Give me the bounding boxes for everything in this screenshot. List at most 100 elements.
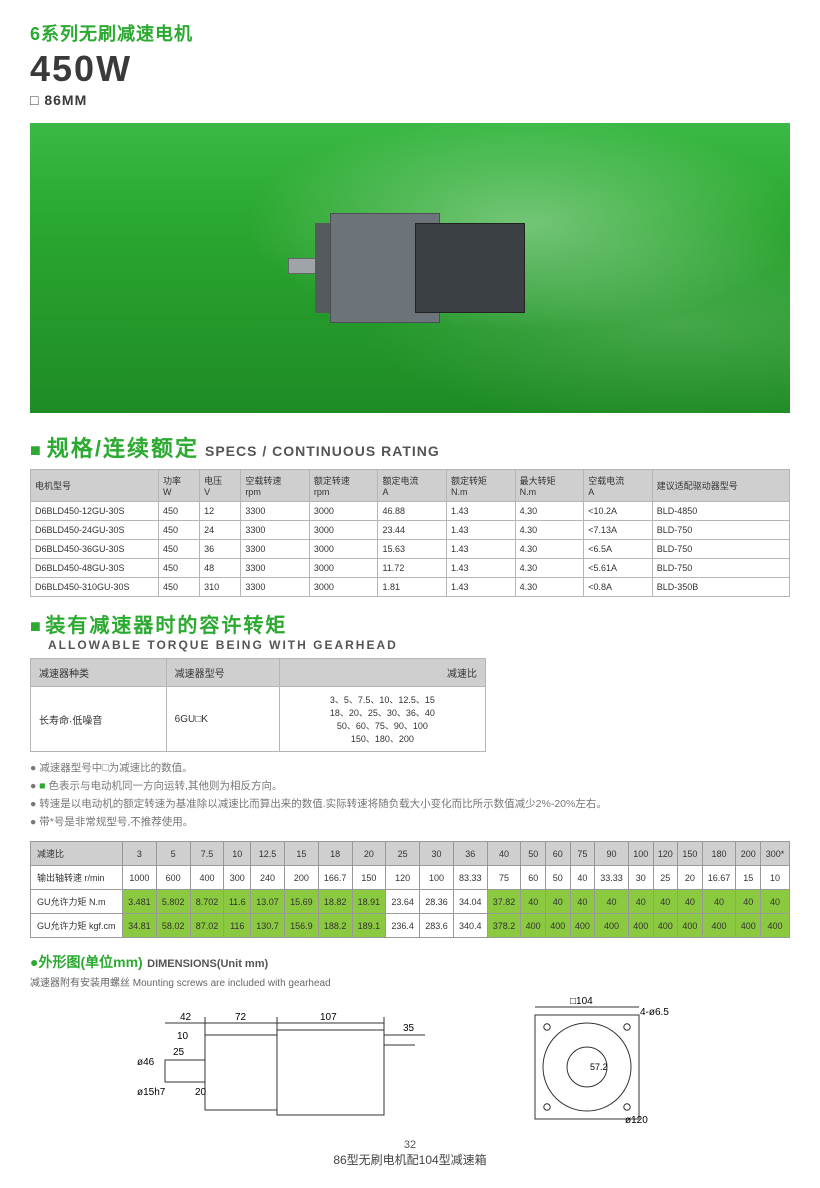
dim-title-cn: ●外形图(单位mm) <box>30 954 143 970</box>
dim-l7: 20 <box>195 1087 207 1098</box>
torque-ratio-head: 12.5 <box>251 842 285 866</box>
torque-cell: 40 <box>653 890 678 914</box>
specs-col-6: 额定转矩N.m <box>447 470 516 502</box>
torque-ratio-head: 15 <box>284 842 318 866</box>
note-line: ● ■ 色表示与电动机同一方向运转,其他则为相反方向。 <box>30 778 790 796</box>
torque-cell: 40 <box>595 890 629 914</box>
specs-cell: 15.63 <box>378 540 447 559</box>
torque-cell: 5.802 <box>156 890 190 914</box>
torque-row-label: GU允许力矩 kgf.cm <box>31 914 123 938</box>
torque-ratio-head: 300* <box>761 842 790 866</box>
torque-cell: 37.82 <box>487 890 521 914</box>
size-title: □ 86MM <box>30 92 790 108</box>
torque-cell: 400 <box>678 914 703 938</box>
specs-cell: 3300 <box>241 559 310 578</box>
torque-ratio-head: 5 <box>156 842 190 866</box>
torque-ratio-head: 150 <box>678 842 703 866</box>
torque-cell: 15 <box>736 866 761 890</box>
specs-cell: <0.8A <box>584 578 653 597</box>
specs-cell: 450 <box>159 521 200 540</box>
table-row: D6BLD450-48GU-30S450483300300011.721.434… <box>31 559 790 578</box>
specs-table: 电机型号功率W电压V空载转速rpm额定转速rpm额定电流A额定转矩N.m最大转矩… <box>30 469 790 597</box>
torque-cell: 400 <box>653 914 678 938</box>
hero-banner <box>30 123 790 413</box>
power-title: 450W <box>30 48 790 90</box>
torque-cell: 400 <box>190 866 224 890</box>
torque-cell: 34.04 <box>453 890 487 914</box>
specs-cell: <6.5A <box>584 540 653 559</box>
motor-illustration <box>270 193 550 343</box>
torque-ratio-head: 90 <box>595 842 629 866</box>
specs-cell: 23.44 <box>378 521 447 540</box>
torque-cell: 13.07 <box>251 890 285 914</box>
torque-ratio-head: 180 <box>702 842 736 866</box>
torque-cell: 400 <box>628 914 653 938</box>
torque-ratio-head: 20 <box>352 842 386 866</box>
specs-cell: BLD-4850 <box>652 502 789 521</box>
dim-c2: ø120 <box>625 1115 648 1126</box>
note-line: ● 转速是以电动机的额定转速为基准除以减速比而算出来的数值.实际转速将随负载大小… <box>30 796 790 814</box>
dim-d1: ø46 <box>137 1057 155 1068</box>
torque-cell: 600 <box>156 866 190 890</box>
specs-cell: D6BLD450-24GU-30S <box>31 521 159 540</box>
torque-cell: 20 <box>678 866 703 890</box>
torque-cell: 87.02 <box>190 914 224 938</box>
specs-col-4: 额定转速rpm <box>309 470 378 502</box>
specs-cell: 12 <box>200 502 241 521</box>
specs-cell: 4.30 <box>515 540 584 559</box>
specs-cell: 1.81 <box>378 578 447 597</box>
specs-cell: 1.43 <box>447 521 516 540</box>
side-view-drawing: 42 72 107 35 10 25 20 ø46 ø15h7 <box>135 995 475 1135</box>
torque-cell: 400 <box>702 914 736 938</box>
torque-ratio-head: 120 <box>653 842 678 866</box>
torque-cell: 120 <box>386 866 420 890</box>
torque-cell: 283.6 <box>420 914 454 938</box>
torque-cell: 25 <box>653 866 678 890</box>
torque-cell: 130.7 <box>251 914 285 938</box>
torque-cell: 40 <box>678 890 703 914</box>
specs-cell: 3000 <box>309 521 378 540</box>
dim-subtitle: 减速器附有安装用螺丝 Mounting screws are included … <box>30 974 790 989</box>
drawing-caption: 86型无刷电机配104型减速箱 <box>30 1151 790 1168</box>
specs-col-8: 空载电流A <box>584 470 653 502</box>
dim-l1: 42 <box>180 1012 192 1023</box>
specs-col-9: 建议适配驱动器型号 <box>652 470 789 502</box>
page-header: 6系列无刷减速电机 450W □ 86MM <box>30 20 790 108</box>
torque-cell: 40 <box>570 866 595 890</box>
torque-ratio-head: 10 <box>224 842 251 866</box>
torque-cell: 189.1 <box>352 914 386 938</box>
torque-cell: 15.69 <box>284 890 318 914</box>
torque-cell: 400 <box>545 914 570 938</box>
table-row: D6BLD450-24GU-30S450243300300023.441.434… <box>31 521 790 540</box>
specs-cell: 450 <box>159 540 200 559</box>
specs-cell: 3300 <box>241 521 310 540</box>
specs-cell: D6BLD450-48GU-30S <box>31 559 159 578</box>
table-row: D6BLD450-310GU-30S450310330030001.811.43… <box>31 578 790 597</box>
note-line: ● 减速器型号中□为减速比的数值。 <box>30 760 790 778</box>
torque-cell: 18.91 <box>352 890 386 914</box>
table-row: D6BLD450-12GU-30S450123300300046.881.434… <box>31 502 790 521</box>
torque-cell: 40 <box>736 890 761 914</box>
specs-cell: 24 <box>200 521 241 540</box>
specs-cell: D6BLD450-310GU-30S <box>31 578 159 597</box>
torque-cell: 200 <box>284 866 318 890</box>
specs-cell: 450 <box>159 502 200 521</box>
gear-col-0: 减速器种类 <box>31 659 167 687</box>
torque-cell: 40 <box>761 890 790 914</box>
torque-cell: 8.702 <box>190 890 224 914</box>
torque-cell: 34.81 <box>123 914 157 938</box>
torque-ratio-head: 75 <box>570 842 595 866</box>
specs-cell: 3300 <box>241 578 310 597</box>
torque-cell: 10 <box>761 866 790 890</box>
torque-cell: 300 <box>224 866 251 890</box>
torque-cell: 58.02 <box>156 914 190 938</box>
gear-table: 减速器种类 减速器型号 减速比 长寿命·低噪音 6GU□K 3、5、7.5、10… <box>30 658 486 752</box>
torque-cell: 11.6 <box>224 890 251 914</box>
torque-row-label: GU允许力矩 N.m <box>31 890 123 914</box>
gear-row-model: 6GU□K <box>166 687 279 752</box>
torque-cell: 400 <box>595 914 629 938</box>
torque-cell: 50 <box>545 866 570 890</box>
dim-l2: 72 <box>235 1012 247 1023</box>
torque-cell: 40 <box>628 890 653 914</box>
torque-cell: 40 <box>545 890 570 914</box>
